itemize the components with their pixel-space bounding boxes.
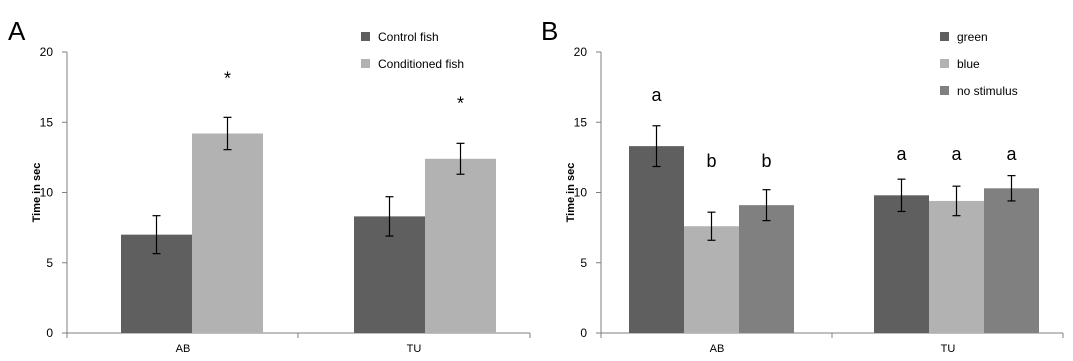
significance-label: a: [951, 144, 962, 164]
bar-blue: [929, 200, 984, 333]
category-label: TU: [941, 343, 956, 355]
y-tick-label: 15: [40, 115, 54, 129]
y-tick-label: 10: [574, 186, 588, 200]
panel-b: B 0 5 10 15 20 AB TU Time in sec a b b a a a green blue n…: [541, 16, 1064, 355]
bar-green: [874, 195, 929, 333]
legend-swatch: [940, 59, 949, 68]
y-tick-label: 20: [574, 45, 588, 59]
significance-label: a: [896, 144, 907, 164]
significance-label: a: [651, 85, 662, 105]
bar-conditioned-fish: [425, 158, 496, 333]
legend-label: Control fish: [378, 30, 439, 44]
panel-letter: B: [541, 16, 558, 46]
significance-label: a: [1006, 144, 1017, 164]
y-axis-label: Time in sec: [565, 163, 577, 223]
significance-label: b: [706, 151, 716, 171]
bar-blue: [684, 226, 739, 333]
legend-swatch: [361, 59, 370, 68]
bar-conditioned-fish: [192, 133, 263, 333]
significance-label: *: [224, 68, 231, 88]
panel-a: A 0 5 10 15 20 AB TU Time in sec * * Control fish Co…: [8, 16, 531, 355]
y-axis-label: Time in sec: [31, 163, 43, 223]
panel-letter: A: [8, 16, 26, 46]
legend-label: no stimulus: [957, 84, 1018, 98]
bar-no-stimulus: [984, 188, 1039, 333]
legend-swatch: [361, 32, 370, 41]
y-tick-label: 5: [580, 256, 587, 270]
legend-label: green: [957, 30, 988, 44]
y-tick-label: 5: [46, 256, 53, 270]
y-tick-label: 20: [40, 45, 54, 59]
category-label: AB: [710, 343, 725, 355]
significance-label: *: [457, 94, 464, 114]
legend-label: blue: [957, 57, 980, 71]
legend-label: Conditioned fish: [378, 57, 464, 71]
legend-swatch: [940, 86, 949, 95]
category-label: TU: [407, 343, 422, 355]
y-tick-label: 0: [46, 326, 53, 340]
significance-label: b: [761, 151, 771, 171]
bar-no-stimulus: [739, 205, 794, 333]
y-tick-label: 0: [580, 326, 587, 340]
category-label: AB: [176, 343, 191, 355]
y-tick-label: 10: [40, 186, 54, 200]
y-tick-label: 15: [574, 115, 588, 129]
legend-swatch: [940, 32, 949, 41]
bar-green: [629, 146, 684, 333]
